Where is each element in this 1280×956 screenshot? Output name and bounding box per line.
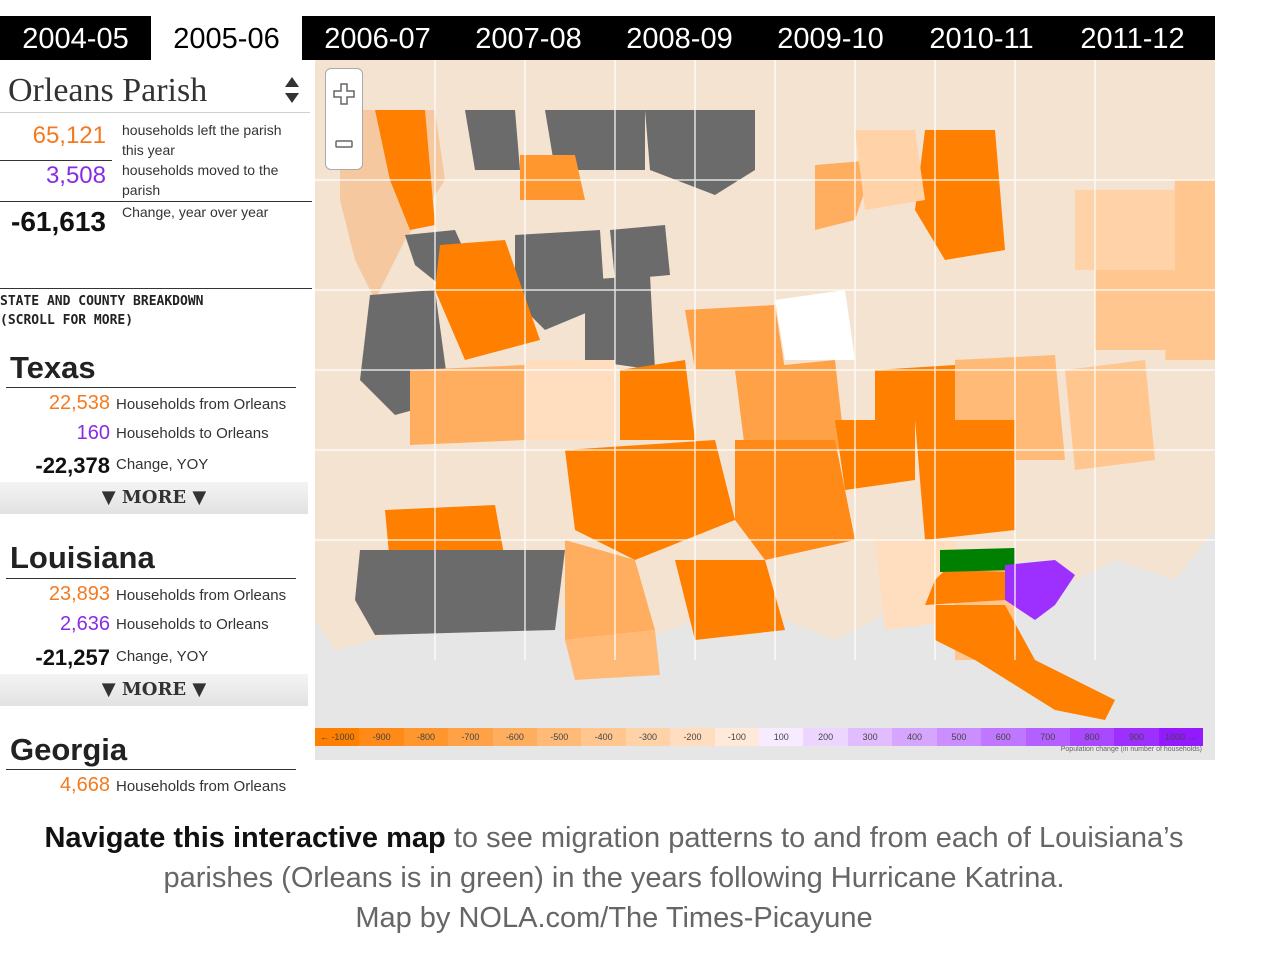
tab-2008-09[interactable]: 2008-09 <box>626 23 733 55</box>
color-legend: ← -1000 -900 -800 -700 -600 -500 -400 -300 -200-… <box>315 728 1204 746</box>
texas-change-label: Change, YOY <box>116 456 209 473</box>
zoom-out-button[interactable] <box>326 119 362 169</box>
tab-2006-07[interactable]: 2006-07 <box>324 23 431 55</box>
moved-count: 3,508 <box>45 162 106 189</box>
plus-icon <box>333 83 355 105</box>
state-name-georgia: Georgia <box>10 732 128 767</box>
legend-swatch: -400 <box>581 728 626 746</box>
parish-select[interactable]: Orleans Parish <box>0 68 310 113</box>
year-tabs: 2004-05 2005-06 2006-07 2007-08 2008-09 … <box>0 16 1215 60</box>
legend-swatch: -700 <box>448 728 493 746</box>
divider <box>0 288 312 289</box>
minus-icon <box>335 140 353 148</box>
legend-swatch: 700 <box>1025 728 1070 746</box>
legend-swatch: 500 <box>936 728 982 746</box>
louisiana-more-button[interactable]: ▼ MORE ▼ <box>0 674 308 706</box>
tab-2011-12[interactable]: 2011-12 <box>1080 23 1185 55</box>
legend-swatch: 300 <box>847 728 893 746</box>
legend-swatch: ← -1000 <box>315 728 360 746</box>
legend-swatch: 200 <box>803 728 848 746</box>
texas-more-button[interactable]: ▼ MORE ▼ <box>0 482 308 514</box>
legend-swatch: 1000 → <box>1158 728 1204 746</box>
divider <box>6 769 296 770</box>
tab-2010-11[interactable]: 2010-11 <box>929 23 1034 55</box>
divider <box>6 387 296 388</box>
caption-link[interactable]: Navigate this interactive map <box>44 822 446 854</box>
louisiana-change-count: -21,257 <box>35 645 110 670</box>
legend-swatch: -600 <box>492 728 538 746</box>
caption-credit: Map by NOLA.com/The Times-Picayune <box>355 902 873 934</box>
legend-caption: Population change (in number of househol… <box>1060 746 1202 753</box>
tab-2004-05[interactable]: 2004-05 <box>22 23 129 55</box>
breakdown-note: (SCROLL FOR MORE) <box>0 313 134 328</box>
legend-swatch: 900 <box>1114 728 1159 746</box>
louisiana-to-label: Households to Orleans <box>116 616 269 633</box>
side-panel: Orleans Parish 65,121 households left th… <box>0 60 315 800</box>
state-name-louisiana: Louisiana <box>10 540 155 575</box>
texas-to-label: Households to Orleans <box>116 425 269 442</box>
select-arrows-icon <box>284 76 304 104</box>
louisiana-change-label: Change, YOY <box>116 648 209 665</box>
left-desc: households left the parish this year <box>122 122 282 158</box>
louisiana-from-label: Households from Orleans <box>116 587 287 604</box>
legend-swatch: -800 <box>403 728 449 746</box>
zoom-in-button[interactable] <box>326 69 362 119</box>
caption-text: to see migration patterns to and from ea… <box>445 822 1184 854</box>
divider <box>0 201 312 202</box>
texas-from-count: 22,538 <box>48 392 110 414</box>
divider <box>0 160 112 161</box>
texas-change-count: -22,378 <box>35 453 110 478</box>
legend-swatch: -500 <box>537 728 582 746</box>
figure-caption: Navigate this interactive map to see mig… <box>0 818 1228 938</box>
legend-swatch: -200 <box>670 728 715 746</box>
breakdown-line: STATE AND COUNTY BREAKDOWN <box>0 294 204 309</box>
tab-2007-08[interactable]: 2007-08 <box>475 23 582 55</box>
legend-swatch: -100 <box>714 728 760 746</box>
legend-swatch: 800 <box>1069 728 1115 746</box>
texas-to-count: 160 <box>76 422 110 444</box>
moved-desc: households moved to the parish <box>122 162 279 198</box>
parish-select-value: Orleans Parish <box>8 72 208 109</box>
legend-swatch: 100 <box>759 728 804 746</box>
breakdown-heading: STATE AND COUNTY BREAKDOWN (SCROLL FOR M… <box>0 292 204 330</box>
tab-2005-06[interactable]: 2005-06 <box>151 16 302 60</box>
parish-map[interactable] <box>315 60 1215 760</box>
zoom-control <box>325 68 363 170</box>
louisiana-to-count: 2,636 <box>59 613 110 635</box>
louisiana-from-count: 23,893 <box>48 583 110 605</box>
state-name-texas: Texas <box>10 350 96 385</box>
legend-swatch: -300 <box>625 728 671 746</box>
caption-text-2: parishes (Orleans is in green) in the ye… <box>163 862 1065 894</box>
legend-swatch: 600 <box>981 728 1026 746</box>
tab-2009-10[interactable]: 2009-10 <box>777 23 884 55</box>
legend-swatch: 400 <box>892 728 937 746</box>
texas-from-label: Households from Orleans <box>116 396 287 413</box>
map-svg[interactable] <box>315 60 1215 760</box>
change-desc: Change, year over year <box>122 204 269 220</box>
legend-swatch: -900 <box>359 728 404 746</box>
left-count: 65,121 <box>32 122 106 149</box>
divider <box>6 578 296 579</box>
change-count: -61,613 <box>11 206 106 237</box>
georgia-from-count: 4,668 <box>59 774 110 796</box>
georgia-from-label: Households from Orleans <box>116 778 287 795</box>
